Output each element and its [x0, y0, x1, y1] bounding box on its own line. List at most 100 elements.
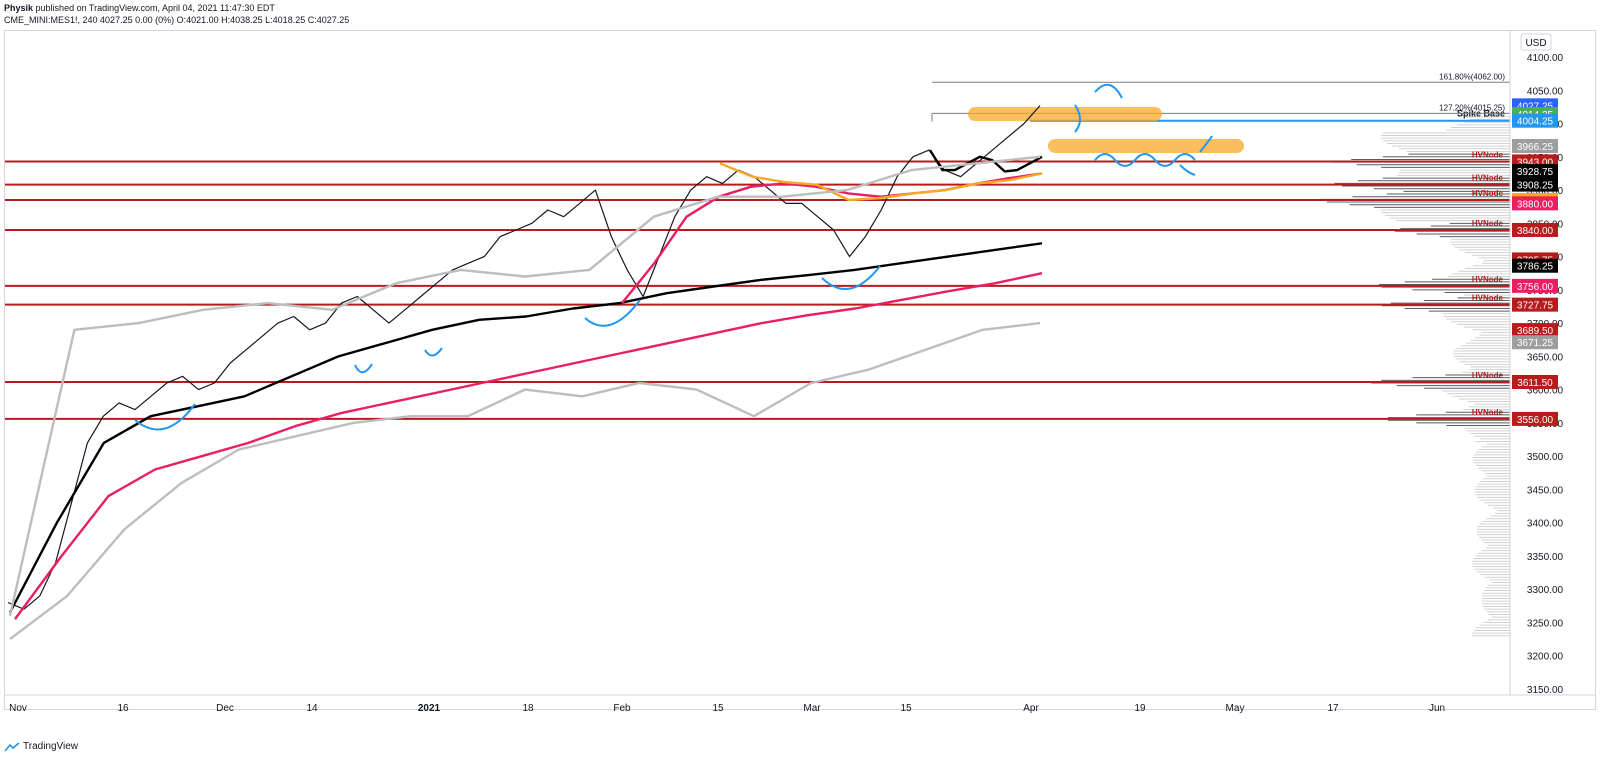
author-name[interactable]: Physik — [4, 3, 34, 13]
price-label-bg — [1512, 113, 1558, 128]
price-label-text: 3689.50 — [1517, 326, 1554, 337]
price-label: 3786.25 — [1512, 258, 1558, 273]
symbol-label[interactable]: CME_MINI:MES1!, 240 — [4, 15, 98, 25]
currency-badge[interactable]: USD — [1520, 33, 1552, 51]
band_lower-line — [9, 321, 1041, 641]
price-label-bg — [1512, 411, 1558, 426]
hvnode-label: HVNode — [1472, 219, 1504, 228]
price-label-text: 3928.75 — [1517, 167, 1554, 178]
annotation-arrow — [134, 403, 196, 431]
price-label-bg — [1512, 196, 1558, 211]
annotation-arrow — [1199, 135, 1213, 153]
x-tick-label: 18 — [522, 703, 534, 714]
fib-label: 127.20%(4015.25) — [1439, 103, 1505, 112]
price-label-bg — [1512, 163, 1558, 178]
annotation-arrow — [1074, 104, 1081, 133]
price-label: 3556.00 — [1512, 411, 1558, 426]
ma200-line — [8, 242, 1043, 614]
price-label-text: 3943.00 — [1517, 157, 1554, 168]
fib-label: 161.80%(4062.00) — [1439, 72, 1505, 81]
price-label-text: 3756.00 — [1517, 282, 1554, 293]
ma_red-line — [14, 272, 1043, 620]
price-label-bg — [1512, 138, 1558, 153]
chart-frame — [4, 30, 1596, 710]
annotation-arrow — [1179, 164, 1196, 176]
hvnode-label: HVNode — [1472, 371, 1504, 380]
price-label-text: 3556.00 — [1517, 415, 1554, 426]
annotation-arrows — [134, 83, 1213, 431]
brand-label: TradingView — [23, 741, 79, 752]
price-label-text: 4027.25 — [1517, 101, 1554, 112]
horizontal-levels: Spike Base — [5, 109, 1510, 420]
x-tick-label: 15 — [712, 703, 724, 714]
x-tick-label: 19 — [1134, 703, 1146, 714]
price-label-text: 3908.25 — [1517, 181, 1554, 192]
x-tick-label: Jun — [1429, 703, 1445, 714]
x-tick-label: Feb — [613, 703, 631, 714]
price-label: 3611.50 — [1512, 374, 1558, 389]
currency-label: USD — [1525, 38, 1546, 49]
price-label-bg — [1512, 335, 1558, 350]
price-label: 3689.50 — [1512, 323, 1558, 338]
y-tick-label: 3400.00 — [1527, 519, 1564, 530]
annotation-arrow — [354, 363, 373, 374]
time-axis[interactable]: Nov 16 Dec 14 2021 18 Feb 15 Mar 15 Apr 19 May 17 Jun — [9, 703, 1445, 714]
y-tick-label: 3450.00 — [1527, 485, 1564, 496]
annotation-arrow — [584, 299, 641, 327]
y-tick-label: 3600.00 — [1527, 386, 1564, 397]
x-tick-label: May — [1226, 703, 1245, 714]
price-label-bg — [1512, 297, 1558, 312]
price-label-bg — [1512, 258, 1558, 273]
series-lines — [7, 105, 1043, 641]
x-tick-label: Nov — [9, 703, 27, 714]
tradingview-logo-icon — [4, 741, 20, 752]
y-tick-label: 3150.00 — [1527, 685, 1564, 696]
y-tick-label: 3300.00 — [1527, 585, 1564, 596]
annotation-arrow — [1094, 83, 1123, 99]
annotation-arrow — [821, 265, 881, 290]
annotation-arrow — [1094, 153, 1196, 167]
y-tick-label: 3650.00 — [1527, 352, 1564, 363]
y-tick-label: 3350.00 — [1527, 552, 1564, 563]
price-label-text: 3966.25 — [1517, 142, 1554, 153]
support-zone — [1048, 138, 1244, 153]
band_upper-line — [8, 155, 1041, 617]
price-line — [7, 105, 1041, 610]
y-tick-label: 3200.00 — [1527, 652, 1564, 663]
resistance-zone — [968, 107, 1162, 122]
hvnode-label: HVNode — [1472, 150, 1504, 159]
x-tick-label: Mar — [803, 703, 821, 714]
price-label: 3880.00 — [1512, 196, 1558, 211]
publish-info: published on TradingView.com, April 04, … — [35, 3, 275, 13]
price-label: 4004.25 — [1512, 113, 1558, 128]
hvnode-label: HVNode — [1472, 408, 1504, 417]
ma_short_black-line — [928, 149, 1043, 173]
x-tick-label: 17 — [1327, 703, 1339, 714]
y-tick-label: 4050.00 — [1527, 86, 1564, 97]
price-label-text: 3611.50 — [1517, 378, 1553, 389]
price-label: 3840.00 — [1512, 222, 1558, 237]
price-label-bg — [1512, 177, 1558, 192]
price-label: 3908.25 — [1512, 177, 1558, 192]
annotation-arrow — [424, 347, 443, 357]
price-label-text: 3671.25 — [1517, 338, 1554, 349]
footer-brand[interactable]: TradingView — [4, 741, 78, 752]
price-label-text: 3840.00 — [1517, 226, 1554, 237]
chart-header: Physik published on TradingView.com, Apr… — [4, 2, 349, 26]
price-labels: 4027.254027.254014.254004.253966.253943.… — [1512, 98, 1558, 426]
price-label-text: 3880.00 — [1517, 199, 1554, 210]
orange-zones — [968, 107, 1244, 153]
x-tick-label: 15 — [900, 703, 912, 714]
hvnode-label: HVNode — [1472, 294, 1504, 303]
x-tick-label: Dec — [216, 703, 234, 714]
hvnode-label: HVNode — [1472, 189, 1504, 198]
price-label: 3727.75 — [1512, 297, 1558, 312]
x-tick-label: Apr — [1023, 703, 1039, 714]
price-label-bg — [1512, 374, 1558, 389]
price-label: 3671.25 — [1512, 335, 1558, 350]
x-tick-label: 14 — [306, 703, 318, 714]
y-tick-label: 4100.00 — [1527, 53, 1564, 64]
price-label: 3966.25 — [1512, 138, 1558, 153]
price-label-bg — [1512, 278, 1558, 293]
